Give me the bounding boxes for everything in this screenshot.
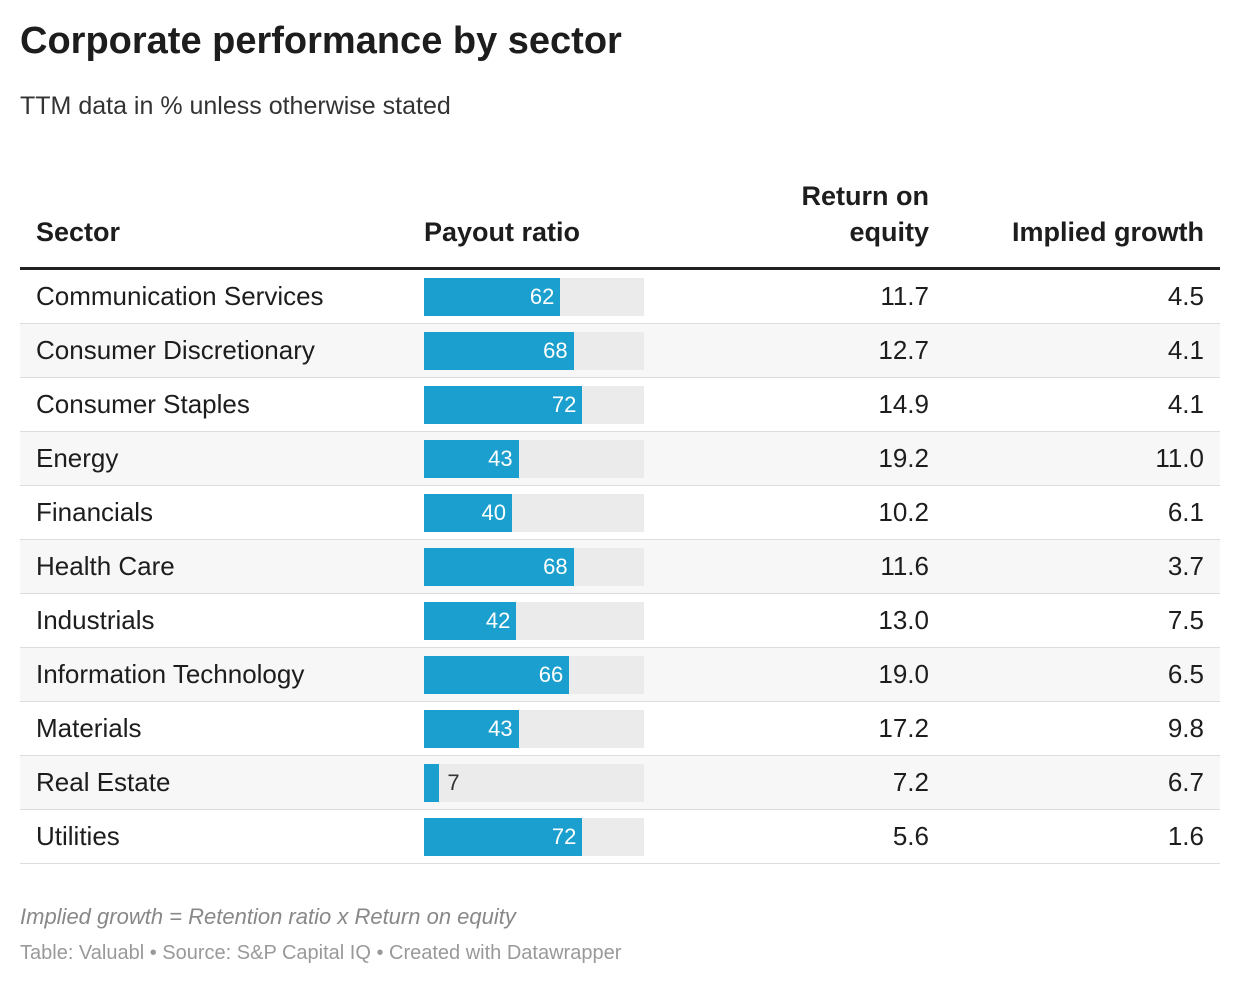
footer: Table: Valuabl • Source: S&P Capital IQ … xyxy=(20,942,622,964)
sector-cell: Information Technology xyxy=(36,659,305,689)
payout-bar xyxy=(424,332,574,370)
growth-cell: 7.5 xyxy=(1167,605,1204,635)
bar-track: 43 xyxy=(424,710,644,748)
growth-cell: 6.7 xyxy=(1167,767,1204,797)
growth-cell: 1.6 xyxy=(1167,821,1204,851)
payout-bar xyxy=(424,710,519,748)
table-row: Materials 43 17.2 9.8 xyxy=(20,702,1220,756)
sector-cell: Communication Services xyxy=(36,281,324,311)
roe-cell: 5.6 xyxy=(892,821,929,851)
bar-track: 66 xyxy=(424,656,644,694)
growth-cell: 4.5 xyxy=(1167,281,1204,311)
growth-cell: 4.1 xyxy=(1167,389,1204,419)
roe-cell: 19.2 xyxy=(878,443,929,473)
bar-label: 40 xyxy=(481,500,506,525)
bar-track: 72 xyxy=(424,386,644,424)
roe-cell: 17.2 xyxy=(878,713,929,743)
payout-bar xyxy=(424,818,583,856)
roe-cell: 13.0 xyxy=(878,605,929,635)
growth-cell: 11.0 xyxy=(1155,443,1204,473)
note: Implied growth = Retention ratio x Retur… xyxy=(20,904,516,929)
bar-track: 40 xyxy=(424,494,644,532)
roe-cell: 7.2 xyxy=(892,767,929,797)
bar-label: 43 xyxy=(488,446,513,471)
bar-label: 68 xyxy=(543,554,568,579)
payout-bar xyxy=(424,548,574,586)
growth-cell: 9.8 xyxy=(1167,713,1204,743)
table-row: Utilities 72 5.6 1.6 xyxy=(20,810,1220,864)
sector-cell: Utilities xyxy=(36,821,120,851)
payout-bar xyxy=(424,602,517,640)
payout-bar xyxy=(424,764,440,802)
subtitle: TTM data in % unless otherwise stated xyxy=(20,92,451,120)
table-row: Industrials 42 13.0 7.5 xyxy=(20,594,1220,648)
roe-cell: 14.9 xyxy=(878,389,929,419)
column-header: Sector xyxy=(36,217,121,247)
bar-label: 62 xyxy=(529,284,555,309)
table-row: Information Technology 66 19.0 6.5 xyxy=(20,648,1220,702)
title: Corporate performance by sector xyxy=(20,20,622,62)
bar-track: 68 xyxy=(424,548,644,586)
growth-cell: 6.1 xyxy=(1167,497,1204,527)
growth-cell: 6.5 xyxy=(1167,659,1204,689)
bar-label: 72 xyxy=(551,824,577,849)
bar-track: 43 xyxy=(424,440,644,478)
table-row: Communication Services 62 11.7 4.5 xyxy=(20,270,1220,324)
roe-cell: 11.7 xyxy=(880,281,929,311)
table-row: Consumer Staples 72 14.9 4.1 xyxy=(20,378,1220,432)
column-header: Payout ratio xyxy=(424,217,581,247)
sector-cell: Real Estate xyxy=(36,767,171,797)
header-rule xyxy=(20,267,1220,270)
bar-track: 7 xyxy=(424,764,644,802)
bar-track: 68 xyxy=(424,332,644,370)
sector-cell: Energy xyxy=(36,443,119,473)
table-row: Real Estate 7 7.2 6.7 xyxy=(20,756,1220,810)
column-header: Implied growth xyxy=(1012,217,1204,247)
bar-label: 66 xyxy=(538,662,564,687)
sector-cell: Materials xyxy=(36,713,142,743)
table-row: Health Care 68 11.6 3.7 xyxy=(20,540,1220,594)
roe-cell: 12.7 xyxy=(878,335,929,365)
sector-cell: Health Care xyxy=(36,551,175,581)
table-row: Financials 40 10.2 6.1 xyxy=(20,486,1220,540)
payout-bar xyxy=(424,278,561,316)
sector-cell: Financials xyxy=(36,497,154,527)
bar-label: 7 xyxy=(447,770,460,795)
growth-cell: 4.1 xyxy=(1167,335,1204,365)
bar-track: 72 xyxy=(424,818,644,856)
sector-cell: Consumer Staples xyxy=(36,389,250,419)
sector-cell: Industrials xyxy=(36,605,155,635)
payout-bar xyxy=(424,386,583,424)
bar-label: 42 xyxy=(485,608,511,633)
bar-label: 43 xyxy=(488,716,513,741)
payout-bar xyxy=(424,440,519,478)
roe-cell: 19.0 xyxy=(878,659,929,689)
bar-track: 62 xyxy=(424,278,644,316)
table-row: Consumer Discretionary 68 12.7 4.1 xyxy=(20,324,1220,378)
bar-label: 68 xyxy=(543,338,568,363)
payout-bar xyxy=(424,494,512,532)
growth-cell: 3.7 xyxy=(1167,551,1204,581)
sector-cell: Consumer Discretionary xyxy=(36,335,315,365)
payout-bar xyxy=(424,656,570,694)
bar-track: 42 xyxy=(424,602,644,640)
column-header: Return on equity xyxy=(801,181,930,247)
roe-cell: 11.6 xyxy=(880,551,929,581)
bar-label: 72 xyxy=(551,392,577,417)
table-row: Energy 43 19.2 11.0 xyxy=(20,432,1220,486)
roe-cell: 10.2 xyxy=(878,497,929,527)
